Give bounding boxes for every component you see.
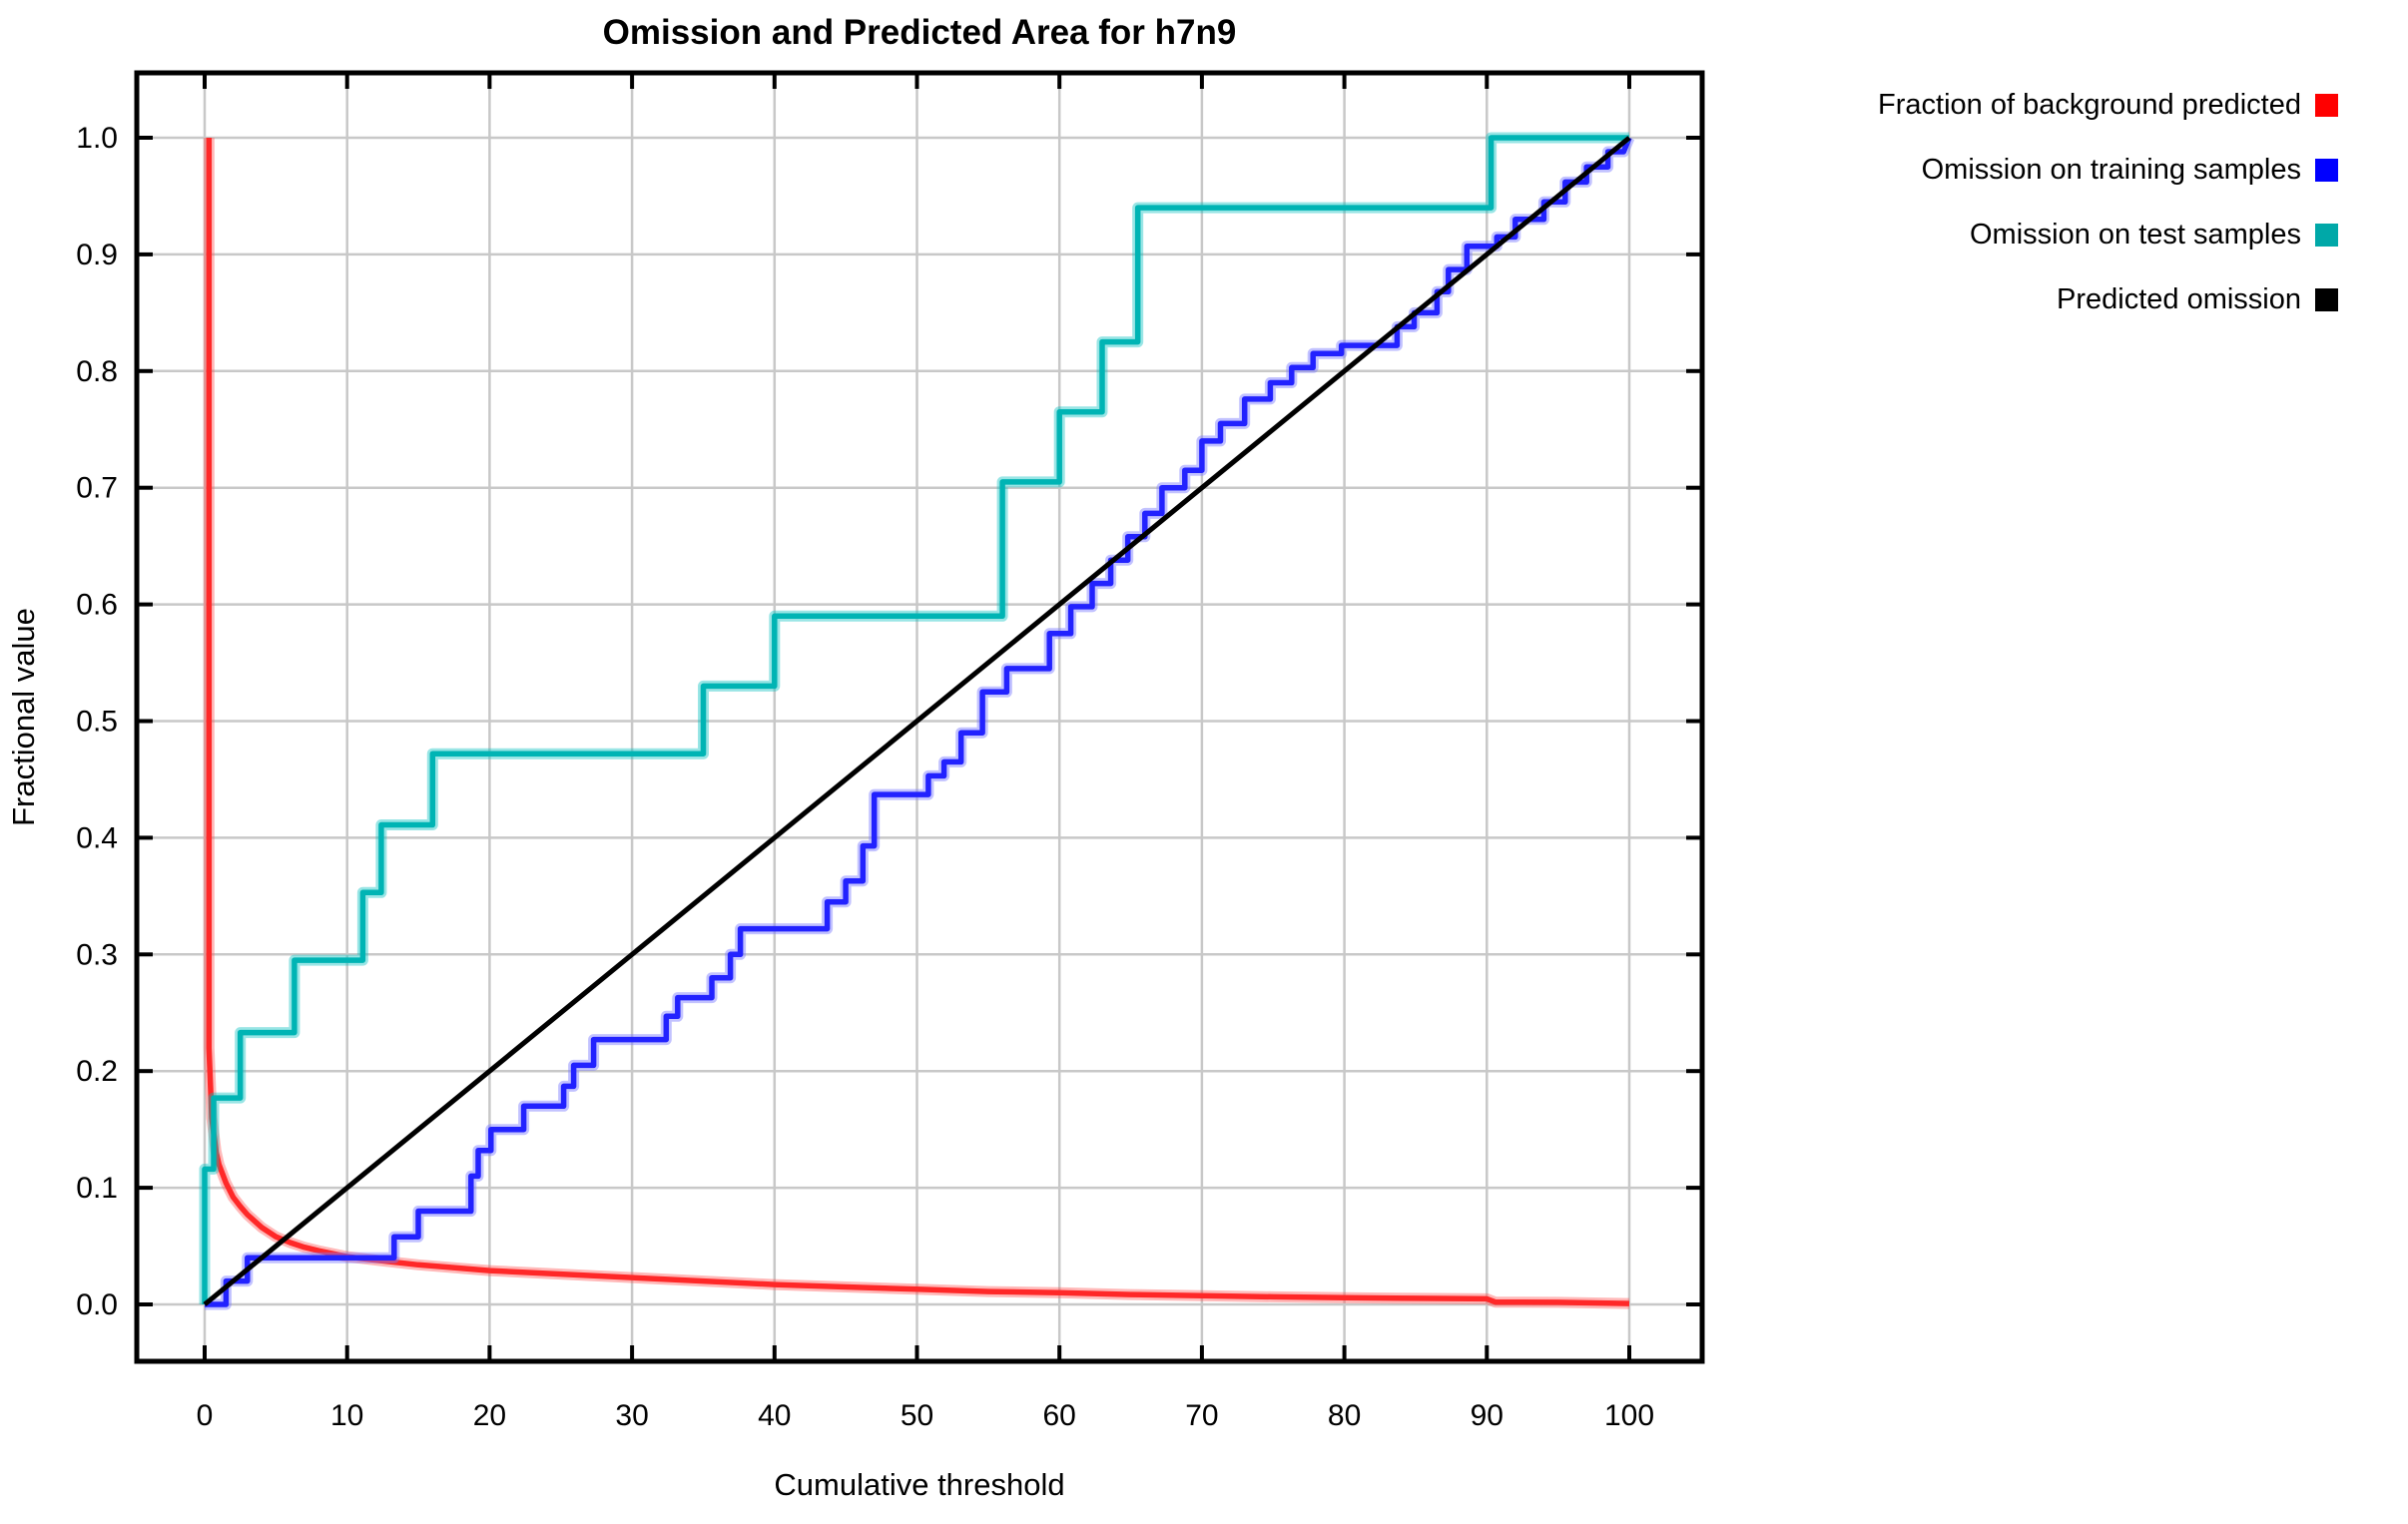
x-tick-label: 70 — [1185, 1399, 1218, 1432]
series-path-omission-on-test-samples — [202, 135, 1629, 1304]
x-axis-label: Cumulative threshold — [774, 1467, 1064, 1502]
legend-color-swatch-icon — [2315, 223, 2338, 247]
x-tick-label: 20 — [473, 1399, 506, 1432]
legend-item-omission-on-training-samples: Omission on training samples — [1922, 153, 2338, 187]
series-path-fraction-of-background-predicted — [206, 138, 1630, 1306]
x-tick-label: 30 — [615, 1399, 648, 1432]
legend-item-fraction-of-background-predicted: Fraction of background predicted — [1878, 88, 2338, 122]
y-tick-label: 1.0 — [76, 122, 118, 155]
legend-label: Omission on test samples — [1969, 218, 2301, 251]
x-tick-label: 50 — [901, 1399, 933, 1432]
legend-color-swatch-icon — [2315, 93, 2338, 117]
legend-label: Predicted omission — [2057, 282, 2301, 315]
y-tick-label: 0.2 — [76, 1055, 118, 1088]
x-tick-label: 60 — [1043, 1399, 1076, 1432]
chart-title: Omission and Predicted Area for h7n9 — [603, 13, 1237, 52]
y-tick-label: 0.9 — [76, 239, 118, 271]
series-path-predicted-omission — [203, 136, 1631, 1306]
x-tick-label: 90 — [1471, 1399, 1504, 1432]
y-tick-label: 0.3 — [76, 938, 118, 971]
y-tick-label: 0.8 — [76, 355, 118, 388]
legend-label: Fraction of background predicted — [1878, 88, 2301, 121]
legend-label: Omission on training samples — [1921, 153, 2301, 186]
legend-item-omission-on-test-samples: Omission on test samples — [1970, 218, 2338, 252]
legend-color-swatch-icon — [2315, 158, 2338, 182]
y-tick-label: 0.7 — [76, 472, 118, 505]
legend-color-swatch-icon — [2315, 287, 2338, 311]
plot-border — [134, 70, 1705, 1364]
y-tick-label: 0.0 — [76, 1288, 118, 1321]
y-tick-label: 0.1 — [76, 1172, 118, 1205]
y-tick-label: 0.4 — [76, 821, 118, 854]
x-tick-label: 100 — [1604, 1399, 1654, 1432]
y-tick-label: 0.6 — [76, 589, 118, 622]
x-tick-label: 0 — [197, 1399, 214, 1432]
legend-item-predicted-omission: Predicted omission — [2057, 282, 2338, 316]
y-tick-label: 0.5 — [76, 706, 118, 739]
x-tick-label: 40 — [758, 1399, 791, 1432]
y-axis-label: Fractional value — [6, 608, 41, 826]
x-tick-label: 10 — [330, 1399, 363, 1432]
x-tick-label: 80 — [1328, 1399, 1361, 1432]
